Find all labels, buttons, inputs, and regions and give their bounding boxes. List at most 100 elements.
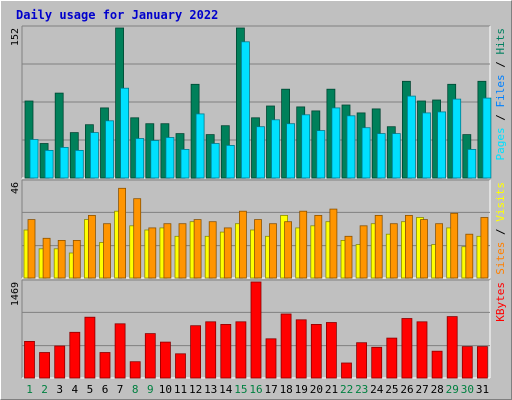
bar-pages-day-22 [346,115,356,179]
bar-pages-day-29 [452,98,462,179]
bar-kbytes-day-8 [129,361,141,379]
bar-kbytes-day-12 [190,325,202,379]
bar-pages-day-11 [180,148,190,179]
bar-pages-day-10 [165,137,175,179]
x-tick-label: 21 [325,383,338,396]
x-tick-label: 20 [310,383,323,396]
legend-entry-1: / [494,222,507,242]
legend-entry-4: Hits [494,28,507,55]
bar-sites-day-15 [238,210,247,279]
bar-pages-day-30 [467,148,477,179]
bar-pages-day-17 [271,119,280,179]
bar-sites-day-29 [450,212,459,279]
bar-kbytes-day-22 [341,362,352,379]
bar-pages-day-20 [316,130,326,179]
bar-kbytes-day-15 [235,321,247,379]
bar-sites-day-18 [284,221,293,279]
bar-sites-day-7 [118,187,126,279]
bar-pages-day-9 [150,140,160,179]
bar-kbytes-day-7 [114,323,126,379]
bar-hits-day-3 [54,92,64,179]
legend-entry-0: KBytes [494,282,507,322]
bar-sites-day-28 [435,223,444,279]
bar-pages-day-24 [376,133,386,179]
bar-sites-day-1 [27,219,36,279]
x-tick-label: 19 [295,383,308,396]
bar-pages-day-8 [135,138,145,179]
bar-sites-day-10 [163,223,172,279]
x-tick-label: 1 [26,383,33,396]
x-tick-label: 17 [264,383,277,396]
bar-kbytes-day-30 [461,346,473,379]
bar-kbytes-day-3 [54,345,66,379]
legend: KBytes [494,282,507,322]
bar-kbytes-day-10 [159,341,171,379]
legend: Pages / Files / Hits [494,28,507,161]
bar-kbytes-day-2 [39,352,50,379]
bar-sites-day-16 [254,219,262,279]
bar-sites-day-22 [344,235,353,279]
x-tick-label: 13 [204,383,217,396]
legend-entry-0: Sites [494,242,507,275]
bar-sites-day-17 [269,223,277,279]
bar-sites-day-2 [42,237,51,279]
bar-pages-day-5 [90,132,99,179]
bar-kbytes-day-28 [431,350,443,379]
x-tick-label: 29 [446,383,459,396]
x-tick-label: 26 [400,383,413,396]
bar-kbytes-day-31 [476,346,488,379]
bar-sites-day-5 [88,214,96,279]
bar-kbytes-day-9 [144,333,156,379]
legend-entry-0: Pages [494,127,507,160]
bar-sites-day-25 [389,223,398,279]
x-tick-label: 31 [476,383,489,396]
x-tick-label: 24 [370,383,384,396]
bar-kbytes-day-26 [401,318,413,379]
bar-pages-day-14 [225,144,235,179]
x-tick-label: 8 [132,383,139,396]
bar-sites-day-11 [178,223,187,279]
bar-sites-day-21 [329,208,338,279]
bar-kbytes-day-5 [84,316,96,379]
bar-sites-day-6 [103,223,111,279]
bar-kbytes-day-11 [175,353,186,379]
legend: Sites / Visits [494,182,507,275]
bar-pages-day-3 [59,146,69,179]
x-tick-label: 18 [280,383,293,396]
x-tick-label: 30 [461,383,474,396]
bar-pages-day-13 [210,143,220,179]
bar-kbytes-day-18 [280,313,292,379]
bar-sites-day-19 [299,210,308,279]
x-tick-label: 16 [249,383,262,396]
bar-pages-day-19 [301,114,311,179]
bar-pages-day-12 [195,113,205,179]
x-tick-label: 14 [219,383,233,396]
bar-sites-day-20 [314,214,323,279]
x-tick-label: 25 [385,383,398,396]
bar-pages-day-18 [286,123,296,179]
x-tick-label: 2 [41,383,48,396]
legend-entry-2: Files [494,74,507,107]
y-max-label: 1469 [10,282,21,306]
bar-kbytes-day-19 [295,319,307,379]
bar-pages-day-21 [331,107,341,179]
bar-sites-day-4 [72,239,81,279]
bar-sites-day-30 [465,233,474,279]
bar-sites-day-9 [148,227,157,279]
bar-pages-day-31 [482,97,492,179]
bar-pages-day-15 [240,41,250,179]
x-tick-label: 7 [117,383,124,396]
x-tick-label: 3 [56,383,63,396]
bar-kbytes-day-14 [220,323,232,379]
bar-pages-day-23 [361,127,371,179]
x-tick-label: 22 [340,383,353,396]
x-tick-label: 12 [189,383,202,396]
bar-sites-day-12 [193,219,202,279]
bar-sites-day-23 [359,225,368,279]
bar-kbytes-day-23 [356,342,368,379]
x-tick-label: 6 [102,383,109,396]
bar-sites-day-24 [374,214,383,279]
bar-kbytes-day-24 [371,346,383,379]
bar-kbytes-day-16 [250,281,262,379]
y-max-label: 152 [10,28,21,46]
